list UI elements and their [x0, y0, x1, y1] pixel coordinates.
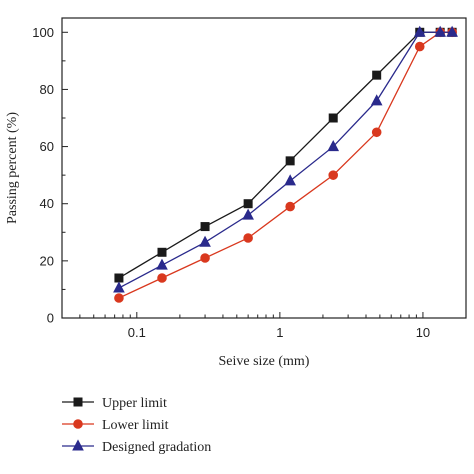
series-designed-gradation [113, 25, 458, 293]
data-point [284, 174, 296, 186]
data-point [328, 170, 339, 180]
legend-marker [73, 397, 83, 407]
data-point [156, 258, 168, 270]
legend: Upper limit Lower limit Designed gradation [62, 396, 211, 455]
x-tick-label: 10 [416, 325, 430, 340]
data-point [285, 156, 295, 166]
plot-frame [61, 17, 467, 319]
y-tick-label: 0 [47, 311, 54, 326]
data-point [242, 208, 254, 220]
x-axis-label: Seive size (mm) [219, 354, 310, 369]
legend-marker [72, 439, 84, 451]
legend-label: Designed gradation [102, 440, 211, 455]
legend-item: Lower limit [62, 418, 169, 433]
data-point [446, 25, 458, 37]
data-point [243, 199, 253, 209]
y-axis-ticks: 0 20 40 60 80 100 [32, 25, 68, 326]
plot-border [61, 17, 467, 319]
data-point [114, 293, 124, 303]
data-point [372, 70, 382, 80]
data-point [285, 201, 295, 212]
data-point [327, 139, 340, 152]
data-point [243, 233, 253, 243]
legend-label: Lower limit [102, 418, 169, 433]
x-tick-label: 1 [276, 325, 283, 340]
data-point [200, 253, 210, 263]
x-axis-ticks: 0.1 1 10 [61, 312, 467, 340]
y-tick-label: 100 [32, 25, 54, 40]
data-point [157, 273, 167, 283]
legend-item: Upper limit [62, 396, 167, 411]
x-tick-label: 0.1 [128, 325, 146, 340]
legend-marker [73, 419, 83, 429]
data-point [114, 273, 124, 283]
data-point [328, 113, 338, 123]
data-point [199, 235, 211, 247]
data-point [434, 25, 447, 37]
y-tick-label: 80 [40, 82, 54, 97]
series-line [118, 31, 453, 279]
series-line [118, 31, 453, 299]
data-point [113, 281, 125, 293]
series-layer [113, 25, 458, 303]
y-tick-label: 60 [40, 139, 54, 154]
legend-item: Designed gradation [62, 439, 211, 455]
data-point [157, 247, 167, 257]
data-point [371, 127, 382, 138]
y-tick-label: 40 [40, 196, 54, 211]
legend-label: Upper limit [102, 396, 167, 411]
data-point [370, 94, 383, 106]
series-line [118, 31, 453, 289]
data-point [200, 222, 210, 232]
y-tick-label: 20 [40, 253, 54, 268]
data-point [413, 25, 426, 37]
series-upper-limit [114, 27, 457, 283]
data-point [414, 41, 425, 52]
y-axis-label: Passing percent (%) [5, 112, 20, 224]
